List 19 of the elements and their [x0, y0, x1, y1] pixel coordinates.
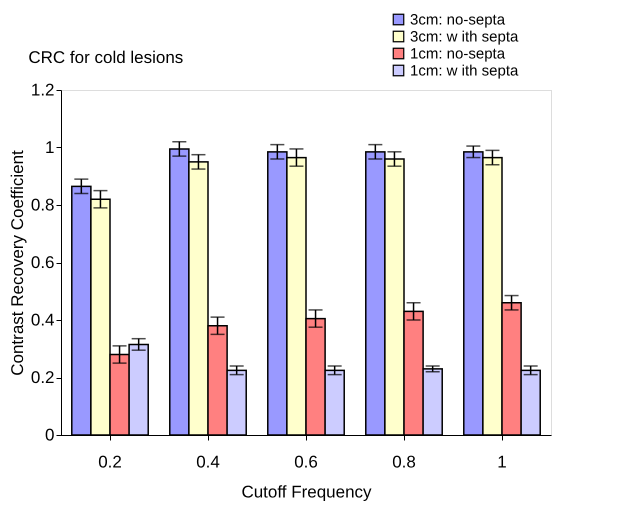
y-tick-label: 0.4 — [30, 310, 54, 330]
x-axis-title: Cutoff Frequency — [241, 482, 372, 502]
y-tick-label: 1.2 — [30, 80, 54, 100]
y-tick-label: 0.2 — [30, 368, 54, 387]
legend-label: 1cm: no-septa — [410, 46, 506, 62]
legend-label: 1cm: w ith septa — [410, 62, 520, 80]
x-tick-label: 1 — [497, 452, 507, 472]
y-axis-title: Contrast Recovery Coefficient — [8, 150, 27, 376]
legend-label: 3cm: no-septa — [410, 12, 506, 28]
y-tick-label: 0.8 — [30, 196, 54, 214]
y-tick-label: 0 — [45, 426, 54, 444]
x-tick-label: 0.2 — [98, 452, 122, 472]
x-tick-label: 0.8 — [392, 452, 416, 472]
x-tick-label: 0.6 — [294, 452, 318, 472]
chart-title: CRC for cold lesions — [28, 48, 184, 67]
y-tick-label: 1 — [45, 138, 54, 157]
legend-label: 3cm: w ith septa — [410, 28, 520, 46]
x-tick-label: 0.4 — [196, 452, 220, 472]
y-tick-label: 0.6 — [30, 253, 54, 272]
